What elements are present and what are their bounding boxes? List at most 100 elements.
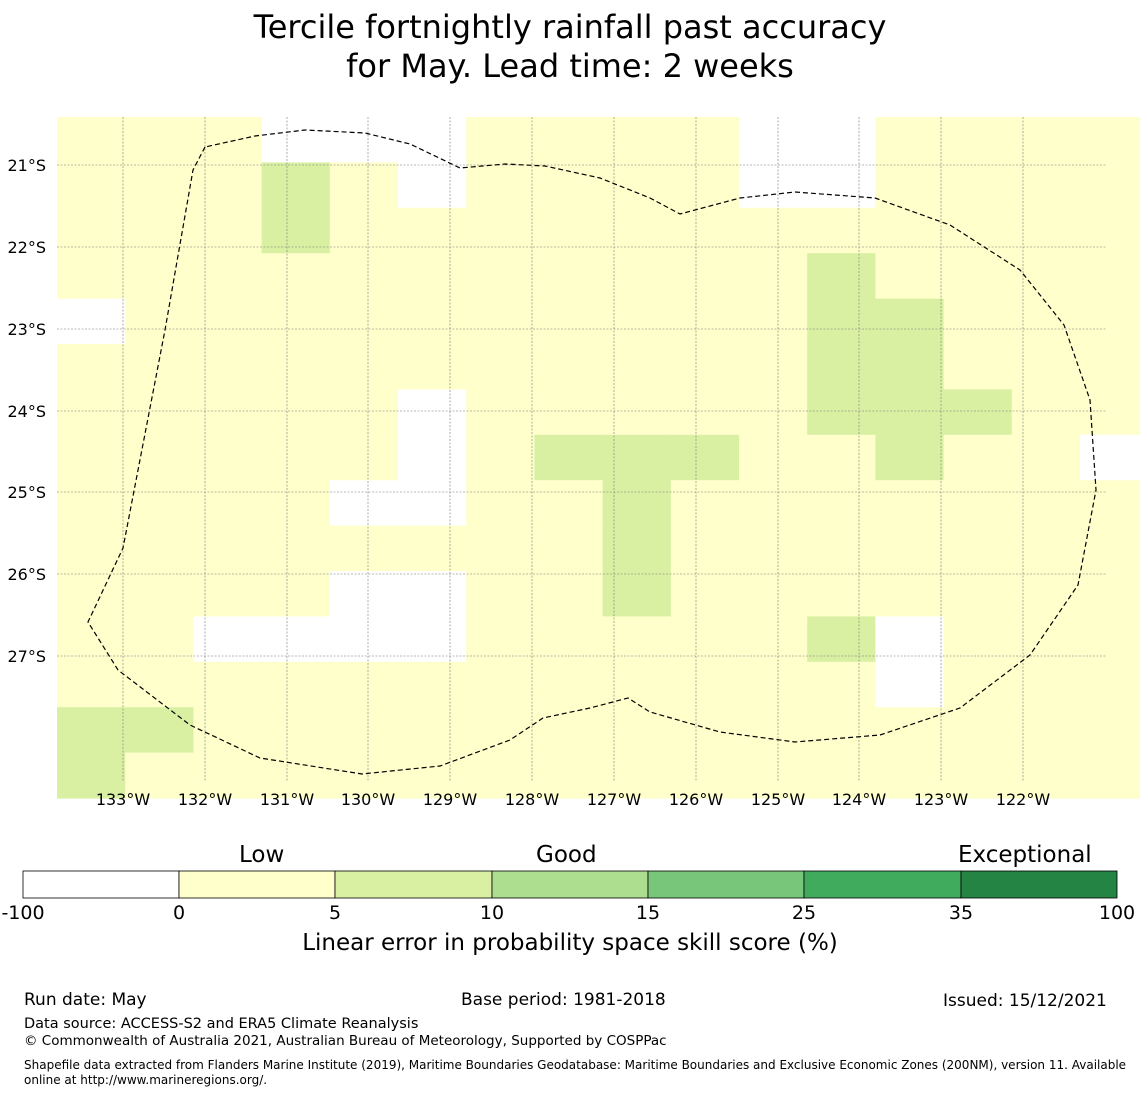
grid-cell bbox=[1011, 434, 1081, 481]
colorbar-segment bbox=[647, 870, 805, 899]
latitude-label: 26°S bbox=[7, 565, 46, 584]
grid-cell bbox=[329, 207, 399, 254]
grid-cell bbox=[466, 752, 535, 799]
grid-cell bbox=[534, 162, 604, 209]
longitude-label: 127°W bbox=[587, 790, 642, 809]
grid-cell bbox=[1011, 661, 1081, 708]
grid-cell bbox=[602, 571, 672, 617]
grid-cell bbox=[193, 344, 263, 390]
grid-cell bbox=[125, 752, 194, 799]
grid-cell bbox=[602, 616, 672, 663]
grid-cell bbox=[57, 661, 126, 708]
grid-cell bbox=[329, 661, 399, 708]
grid-cell bbox=[807, 344, 876, 390]
grid-cell bbox=[125, 525, 194, 572]
grid-cell bbox=[398, 298, 467, 345]
grid-cell bbox=[1080, 525, 1140, 572]
grid-cell bbox=[329, 253, 399, 300]
grid-cell bbox=[466, 525, 535, 572]
grid-cell bbox=[1011, 480, 1081, 527]
grid-cell bbox=[875, 707, 945, 754]
grid-cell bbox=[466, 571, 535, 617]
grid-cell bbox=[466, 616, 535, 663]
grid-cell bbox=[329, 707, 399, 754]
grid-cell bbox=[57, 480, 126, 527]
grid-cell bbox=[261, 661, 331, 708]
grid-cell bbox=[193, 162, 263, 209]
grid-cell bbox=[943, 480, 1013, 527]
grid-cell bbox=[329, 480, 399, 527]
grid-cell bbox=[1011, 571, 1081, 617]
grid-cell bbox=[398, 117, 467, 163]
grid-cell bbox=[807, 571, 876, 617]
grid-cell bbox=[261, 389, 331, 436]
grid-cell bbox=[1080, 162, 1140, 209]
colorbar-segment bbox=[803, 870, 962, 899]
grid-cell bbox=[534, 344, 604, 390]
grid-cell bbox=[329, 571, 399, 617]
colorbar-category-low: Low bbox=[239, 842, 285, 868]
grid-cell bbox=[261, 616, 331, 663]
grid-cell bbox=[1080, 253, 1140, 300]
colorbar-tick-label: 35 bbox=[948, 902, 974, 924]
grid-cell bbox=[329, 616, 399, 663]
grid-cell bbox=[670, 117, 740, 163]
grid-cell bbox=[261, 253, 331, 300]
colorbar-segment bbox=[334, 870, 493, 899]
grid-cell bbox=[398, 480, 467, 527]
grid-cell bbox=[125, 117, 194, 163]
grid-cell bbox=[739, 434, 808, 481]
latitude-label: 24°S bbox=[7, 402, 46, 421]
grid-cell bbox=[193, 207, 263, 254]
grid-cell bbox=[943, 434, 1013, 481]
grid-cell bbox=[329, 298, 399, 345]
longitude-labels: 133°W 132°W 131°W 130°W 129°W 128°W 127°W 126°W… bbox=[96, 790, 1051, 809]
grid-cell bbox=[875, 344, 945, 390]
grid-cell bbox=[1080, 571, 1140, 617]
colorbar-tick-label: 5 bbox=[328, 902, 342, 924]
grid-cell bbox=[670, 571, 740, 617]
grid-cell bbox=[398, 571, 467, 617]
grid-cell bbox=[261, 298, 331, 345]
grid-cell bbox=[534, 752, 604, 799]
grid-cell bbox=[261, 117, 331, 163]
grid-cell bbox=[602, 344, 672, 390]
longitude-label: 131°W bbox=[260, 790, 315, 809]
grid-cell bbox=[466, 117, 535, 163]
grid-cell bbox=[329, 117, 399, 163]
grid-cell bbox=[125, 480, 194, 527]
grid-cell bbox=[329, 162, 399, 209]
grid-cell bbox=[398, 389, 467, 436]
grid-cell bbox=[602, 707, 672, 754]
grid-cell bbox=[943, 661, 1013, 708]
grid-cell bbox=[1011, 616, 1081, 663]
grid-cell bbox=[670, 752, 740, 799]
copyright: © Commonwealth of Australia 2021, Austra… bbox=[24, 1033, 667, 1049]
grid-cell bbox=[261, 571, 331, 617]
grid-cell bbox=[739, 207, 808, 254]
grid-cell bbox=[261, 344, 331, 390]
grid-cell bbox=[807, 389, 876, 436]
issued-date: Issued: 15/12/2021 bbox=[943, 991, 1107, 1011]
shapefile-credit: Shapefile data extracted from Flanders M… bbox=[24, 1058, 1127, 1087]
grid-cell bbox=[739, 389, 808, 436]
grid-cell bbox=[670, 162, 740, 209]
longitude-label: 133°W bbox=[96, 790, 151, 809]
grid-cell bbox=[329, 525, 399, 572]
grid-cell bbox=[1080, 661, 1140, 708]
longitude-label: 126°W bbox=[669, 790, 724, 809]
grid-cell bbox=[875, 207, 945, 254]
grid-cell bbox=[739, 752, 808, 799]
run-date: Run date: May bbox=[24, 990, 147, 1010]
grid-cell bbox=[602, 253, 672, 300]
grid-cell bbox=[534, 571, 604, 617]
grid-cell bbox=[807, 752, 876, 799]
grid-cell bbox=[261, 162, 331, 209]
grid-cell bbox=[261, 707, 331, 754]
grid-cell bbox=[602, 207, 672, 254]
grid-cell bbox=[670, 707, 740, 754]
grid-cell bbox=[534, 661, 604, 708]
grid-cell bbox=[807, 162, 876, 209]
base-period: Base period: 1981-2018 bbox=[461, 990, 666, 1010]
grid-cell bbox=[1080, 207, 1140, 254]
